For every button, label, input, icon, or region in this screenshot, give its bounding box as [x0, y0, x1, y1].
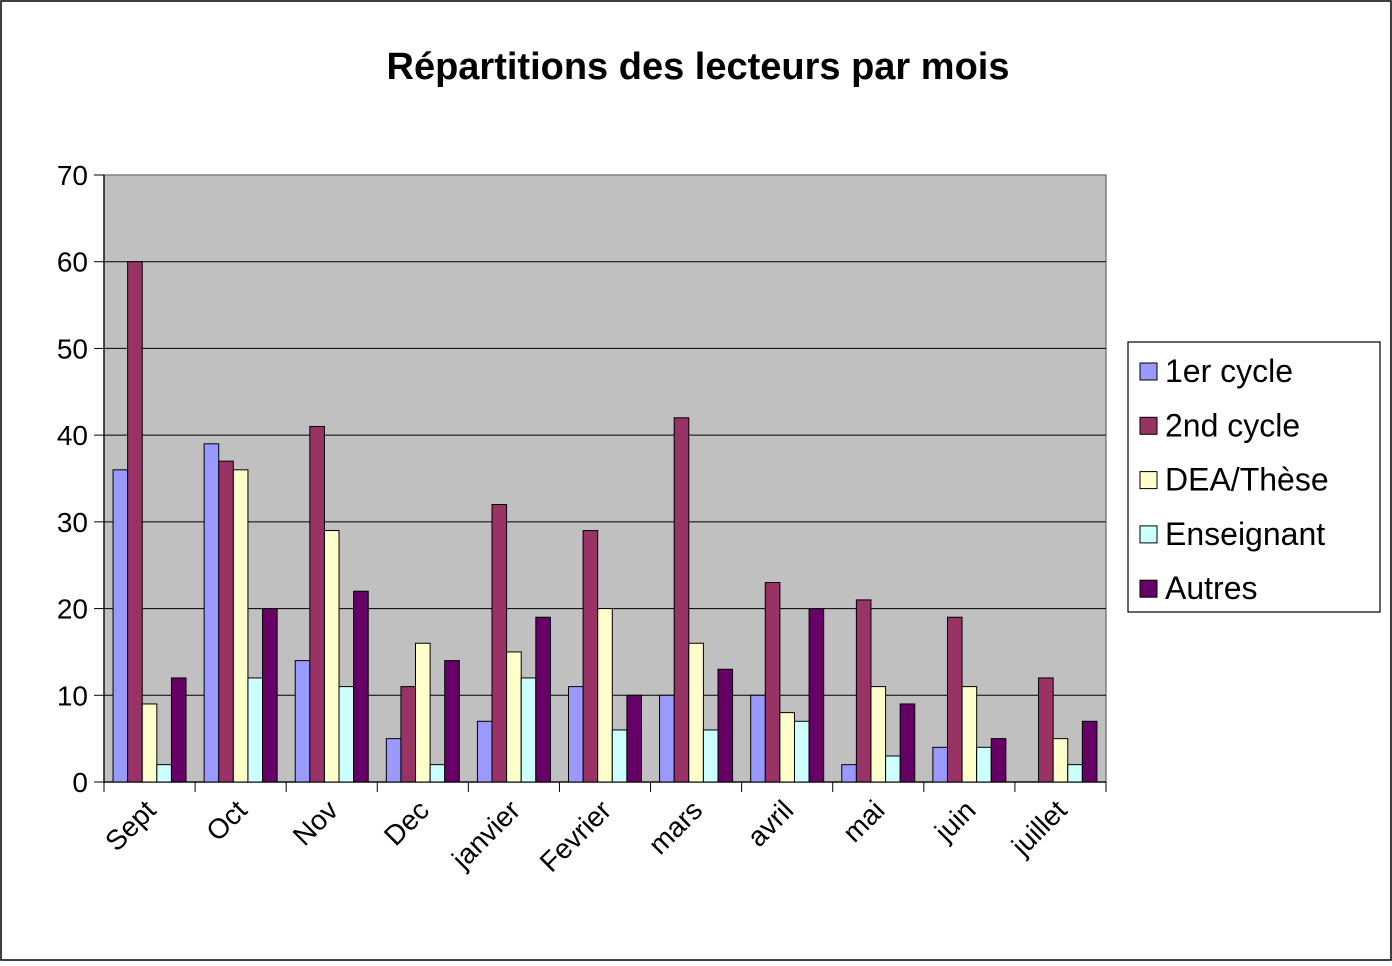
bar	[717, 668, 734, 783]
legend-label: Enseignant	[1165, 516, 1325, 552]
bar	[779, 712, 795, 783]
bar	[626, 694, 643, 783]
bar	[1038, 677, 1054, 783]
bar	[385, 738, 402, 783]
bar	[1052, 738, 1069, 783]
bar	[141, 703, 158, 783]
bar	[946, 616, 963, 783]
bar	[294, 660, 311, 783]
bar	[899, 703, 916, 783]
bar	[1081, 720, 1098, 783]
bar	[203, 443, 220, 783]
chart-title: Répartitions des lecteurs par mois	[387, 46, 1010, 88]
bar	[597, 608, 613, 783]
bar	[353, 590, 369, 783]
bar	[218, 460, 234, 783]
bar	[127, 261, 143, 783]
bar	[400, 686, 417, 783]
bar	[808, 608, 825, 783]
legend-swatch	[1139, 362, 1158, 381]
bar	[338, 686, 355, 783]
legend-box	[1127, 341, 1381, 613]
bar	[990, 738, 1007, 783]
bar	[841, 764, 857, 783]
bar	[247, 677, 264, 783]
bar	[793, 720, 810, 783]
legend-swatch	[1139, 579, 1158, 598]
bar	[764, 582, 781, 783]
bar	[702, 729, 719, 783]
y-tick-label: 40	[57, 420, 88, 451]
bar	[170, 677, 187, 783]
bar	[961, 686, 978, 783]
y-tick-label: 30	[57, 507, 88, 538]
bar	[156, 764, 172, 783]
bar	[429, 764, 446, 783]
bar	[476, 720, 493, 783]
bar	[688, 642, 704, 783]
bar	[611, 729, 628, 783]
bar	[309, 425, 325, 783]
legend-swatch	[1139, 525, 1158, 544]
bar	[535, 616, 551, 783]
legend-label: Autres	[1165, 570, 1257, 606]
bar	[855, 599, 872, 783]
legend-label: DEA/Thèse	[1165, 462, 1329, 498]
bar	[870, 686, 887, 783]
bar	[262, 608, 278, 783]
bar	[112, 469, 129, 783]
y-tick-label: 10	[57, 680, 88, 711]
bar	[932, 746, 948, 783]
y-tick-label: 70	[57, 160, 88, 191]
y-tick-label: 60	[57, 247, 88, 278]
legend-swatch	[1139, 416, 1158, 435]
bar	[1067, 764, 1083, 783]
bar	[750, 694, 766, 783]
bar	[415, 642, 431, 783]
bar	[673, 417, 690, 783]
y-tick-label: 20	[57, 594, 88, 625]
legend-label: 2nd cycle	[1165, 407, 1300, 443]
bar	[506, 651, 522, 783]
bar	[520, 677, 537, 783]
y-tick-label: 50	[57, 333, 88, 364]
bar	[568, 686, 584, 783]
bar	[885, 755, 901, 783]
legend-label: 1er cycle	[1165, 353, 1293, 389]
bar	[232, 469, 249, 783]
bar	[491, 504, 508, 783]
y-tick-label: 0	[72, 767, 88, 798]
bar	[444, 660, 460, 783]
bar	[323, 530, 340, 783]
bar	[582, 530, 599, 783]
bar	[976, 746, 992, 783]
bar	[659, 694, 675, 783]
legend-swatch	[1139, 471, 1158, 490]
